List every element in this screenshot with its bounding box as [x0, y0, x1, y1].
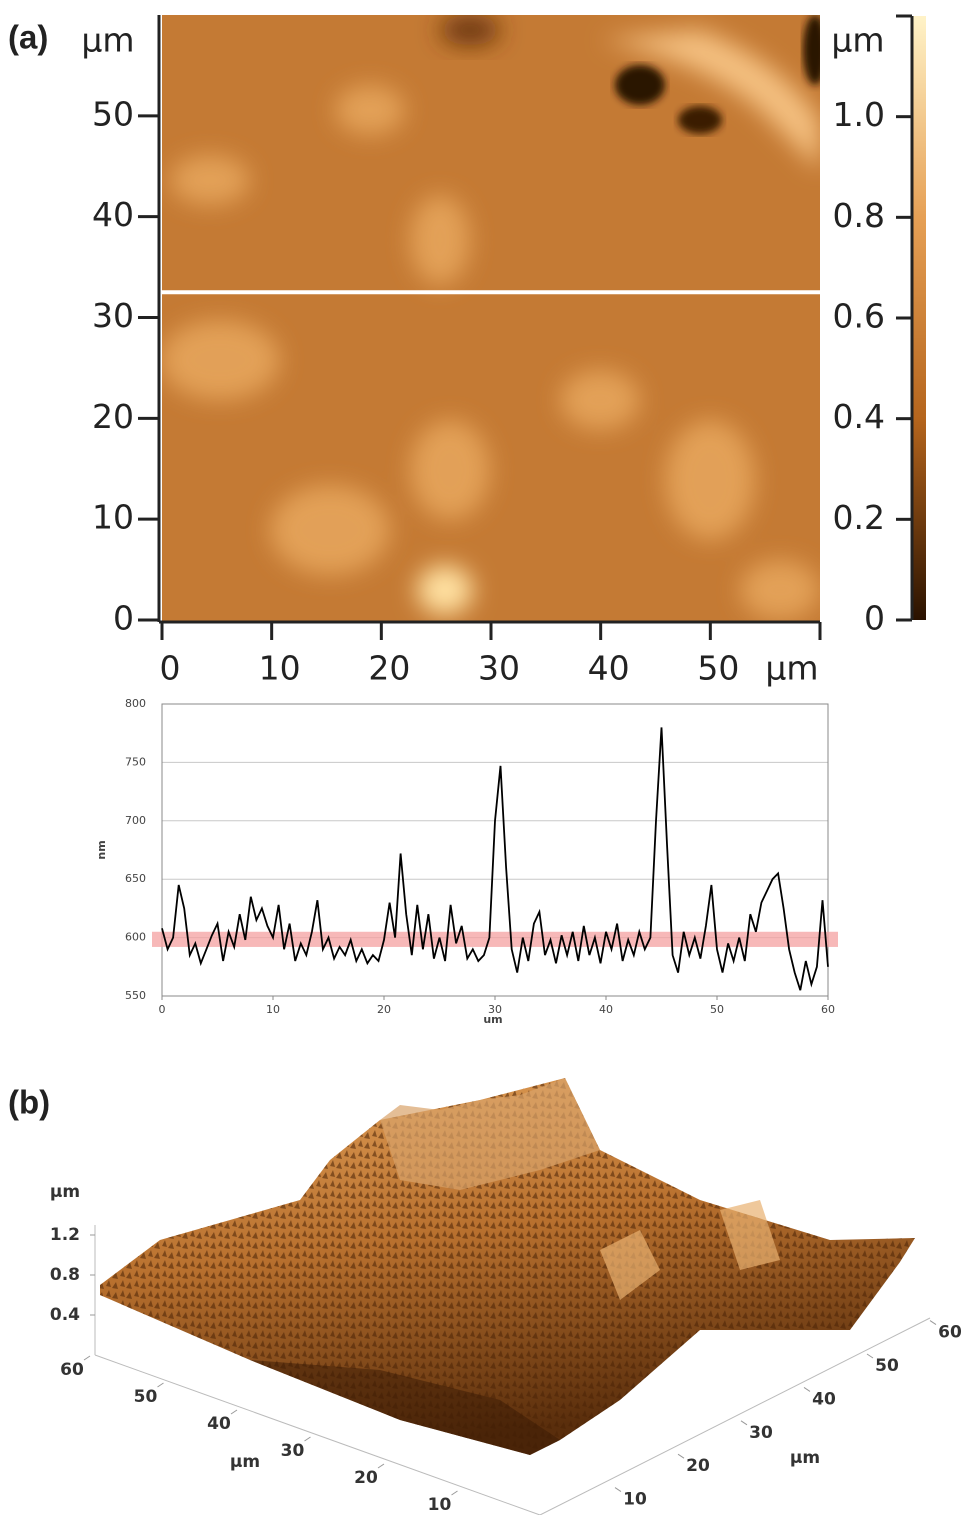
- x-tick: [614, 1487, 622, 1493]
- panel-label: (a): [8, 19, 48, 56]
- colorbar-tick-label: 0.4: [833, 397, 885, 436]
- z-axis-unit: μm: [50, 1182, 80, 1202]
- z-tick-label: 0.8: [50, 1265, 80, 1285]
- x-tick-label: 10: [623, 1490, 647, 1510]
- colorbar-tick-label: 0.2: [833, 498, 885, 537]
- x-axis: [539, 1317, 931, 1515]
- x-tick-label: 10: [266, 1003, 280, 1016]
- colorbar-tick-label: 0: [864, 599, 885, 638]
- x-tick: [866, 1353, 874, 1359]
- x-tick-label: 10: [259, 649, 301, 688]
- y-axis-label: nm: [95, 840, 108, 859]
- y-tick-label: 0: [113, 599, 134, 638]
- y-tick-label: 650: [125, 872, 146, 885]
- profile-curve: [161, 727, 829, 991]
- y-tick: [230, 1409, 238, 1415]
- highlight-band: [152, 931, 838, 947]
- surface-3d: [100, 1078, 915, 1455]
- x-tick-label: 20: [686, 1456, 710, 1476]
- x-tick-label: 60: [938, 1323, 962, 1343]
- y-tick-label: 10: [428, 1495, 452, 1515]
- colorbar-tick-label: 1.0: [833, 95, 885, 134]
- panel-label: (b): [8, 1084, 50, 1121]
- y-tick-label: 600: [125, 931, 146, 944]
- y-tick: [157, 1382, 164, 1388]
- x-tick-label: 40: [812, 1389, 836, 1409]
- y-axis-unit: μm: [81, 21, 134, 60]
- x-axis-unit: μm: [790, 1448, 820, 1468]
- x-tick-label: 0: [160, 649, 181, 688]
- y-tick-label: 50: [92, 94, 134, 133]
- y-tick-label: 10: [92, 498, 134, 537]
- y-tick-label: 40: [92, 195, 134, 234]
- x-tick: [677, 1453, 685, 1459]
- x-tick-label: 50: [710, 1003, 724, 1016]
- x-tick-label: 20: [377, 1003, 391, 1016]
- x-tick-label: 50: [875, 1356, 899, 1376]
- y-tick-label: 800: [125, 697, 146, 710]
- afm-image: [162, 15, 820, 622]
- y-axis: [94, 1354, 541, 1515]
- x-tick-label: 30: [488, 1003, 502, 1016]
- y-tick-label: 20: [354, 1468, 378, 1488]
- x-axis-unit: μm: [765, 649, 818, 688]
- z-tick-label: 1.2: [50, 1225, 80, 1245]
- y-tick-label: 50: [134, 1387, 158, 1407]
- y-tick-label: 20: [92, 397, 134, 436]
- y-tick: [304, 1436, 311, 1442]
- plot-frame: [161, 703, 829, 997]
- x-tick-label: 40: [588, 649, 630, 688]
- x-tick-label: 50: [697, 649, 739, 688]
- x-tick-label: 60: [821, 1003, 835, 1016]
- x-tick-label: 0: [159, 1003, 166, 1016]
- x-tick-label: 20: [368, 649, 410, 688]
- x-tick-label: 30: [478, 649, 520, 688]
- y-tick: [83, 1355, 91, 1361]
- y-tick-label: 550: [125, 989, 146, 1002]
- colorbar: [912, 16, 926, 620]
- x-tick: [803, 1386, 811, 1392]
- y-tick: [377, 1463, 385, 1469]
- y-tick: [451, 1490, 458, 1496]
- y-tick-label: 60: [60, 1360, 84, 1380]
- y-tick-label: 30: [92, 296, 134, 335]
- colorbar-tick-label: 0.8: [833, 196, 885, 235]
- x-tick-label: 40: [599, 1003, 613, 1016]
- colorbar-tick-label: 0.6: [833, 297, 885, 336]
- y-axis-unit: μm: [230, 1452, 260, 1472]
- x-tick: [740, 1420, 748, 1426]
- y-tick-label: 40: [207, 1414, 231, 1434]
- x-tick-label: 30: [749, 1423, 773, 1443]
- y-tick-label: 700: [125, 814, 146, 827]
- y-tick-label: 30: [281, 1441, 305, 1461]
- z-tick-label: 0.4: [50, 1305, 80, 1325]
- y-tick-label: 750: [125, 755, 146, 768]
- x-axis-label: um: [483, 1013, 502, 1026]
- colorbar-unit: μm: [831, 21, 884, 60]
- x-tick: [929, 1320, 937, 1326]
